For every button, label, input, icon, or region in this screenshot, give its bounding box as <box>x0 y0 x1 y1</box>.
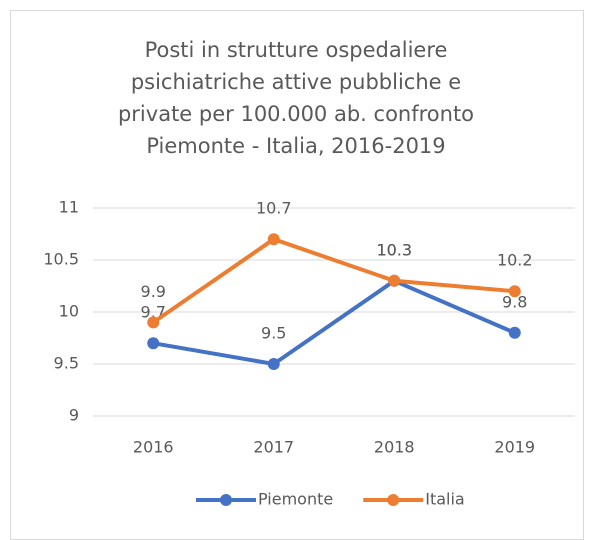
x-tick-label: 2016 <box>133 438 174 457</box>
legend-marker <box>220 494 232 506</box>
point <box>267 233 280 246</box>
legend-label: Piemonte <box>258 490 333 509</box>
data-label: 10.3 <box>376 240 412 259</box>
point <box>508 326 521 339</box>
series-line <box>152 278 516 366</box>
series-line <box>152 237 515 325</box>
y-tick-label: 11 <box>59 198 79 217</box>
legend-marker <box>387 494 400 506</box>
point <box>147 316 160 329</box>
chart-title: Posti in strutture ospedaliere psichiatr… <box>117 38 475 158</box>
x-tick-label: 2018 <box>374 438 415 457</box>
data-label: 10.2 <box>497 251 533 270</box>
x-tick-label: 2017 <box>253 438 294 457</box>
point <box>147 337 160 350</box>
point <box>388 274 401 287</box>
point <box>267 358 280 370</box>
x-tick-label: 2019 <box>494 438 535 457</box>
y-tick-label: 9 <box>69 406 79 425</box>
data-label: 9.8 <box>502 292 527 311</box>
y-tick-label: 10.5 <box>43 250 79 269</box>
data-label: 10.7 <box>256 199 292 218</box>
data-label: 9.9 <box>141 282 166 301</box>
y-tick-label: 9.5 <box>54 354 79 373</box>
y-tick-label: 10 <box>59 302 79 321</box>
data-label: 10.3 <box>376 240 412 259</box>
data-label: 9.5 <box>261 324 286 343</box>
point <box>508 285 521 298</box>
legend-label: Italia <box>425 490 465 509</box>
